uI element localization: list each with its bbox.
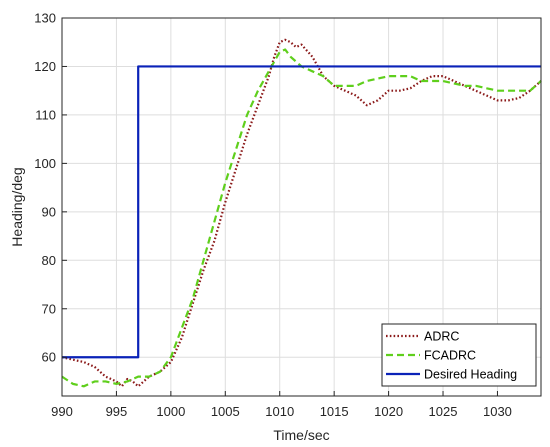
y-axis-label: Heading/deg: [9, 167, 25, 246]
x-axis-label: Time/sec: [273, 427, 329, 443]
y-tick-label: 120: [34, 59, 56, 74]
x-tick-label: 1015: [320, 404, 349, 419]
series-line-fcadrc: [61, 48, 542, 388]
x-tick-label: 990: [51, 404, 73, 419]
y-tick-label: 130: [34, 11, 56, 26]
y-tick-label: 100: [34, 156, 56, 171]
series-line-desired-heading: [62, 65, 541, 359]
plot-frame: [61, 17, 542, 397]
legend-box: [381, 323, 537, 387]
series-line-adrc: [61, 38, 542, 388]
x-tick-label: 1025: [429, 404, 458, 419]
ticks: 990 995 1000 1005 1010 1015 1020 1025 1030 60 70 80…: [34, 11, 512, 420]
x-tick-label: 995: [106, 404, 128, 419]
y-tick-label: 90: [42, 204, 56, 219]
x-tick-label: 1010: [265, 404, 294, 419]
x-tick-label: 1030: [483, 404, 512, 419]
series-layer: [61, 38, 542, 388]
y-tick-label: 110: [35, 107, 56, 122]
x-tick-label: 1020: [374, 404, 403, 419]
legend: ADRC FCADRC Desired Heading: [381, 323, 537, 387]
legend-label: ADRC: [424, 330, 459, 344]
y-tick-label: 70: [42, 301, 56, 316]
x-tick-label: 1000: [156, 404, 185, 419]
y-tick-label: 80: [42, 253, 56, 268]
legend-label: Desired Heading: [424, 368, 517, 382]
legend-label: FCADRC: [424, 349, 476, 363]
x-tick-label: 1005: [211, 404, 240, 419]
y-tick-label: 60: [42, 350, 56, 365]
